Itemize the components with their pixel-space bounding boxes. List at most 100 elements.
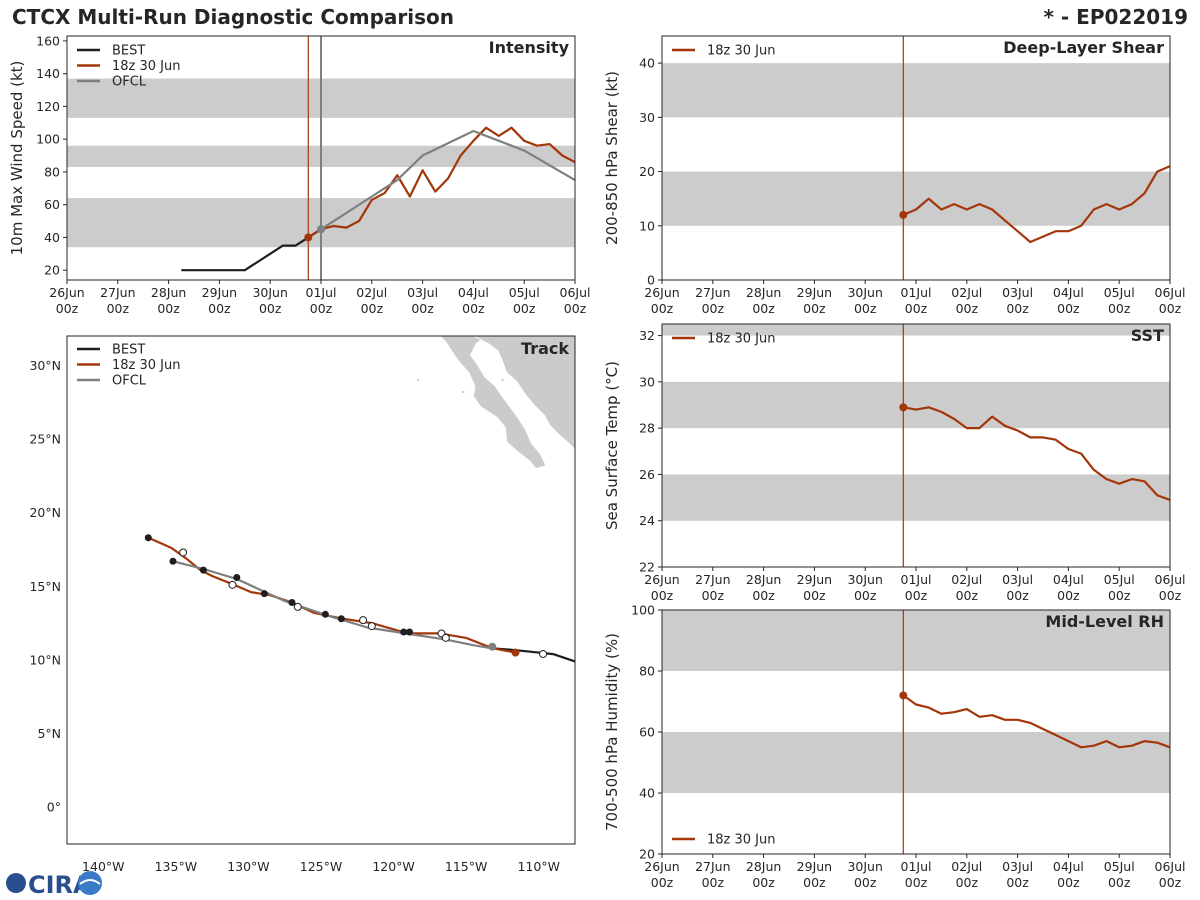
track-position-marker	[539, 650, 548, 659]
sst-xtick-hour-label: 00z	[1057, 588, 1080, 603]
rh-xtick-day-label: 02Jul	[951, 859, 982, 874]
sst-ylabel: Sea Surface Temp (°C)	[603, 361, 621, 530]
sst-xtick-hour-label: 00z	[752, 588, 775, 603]
sst-threshold-band	[662, 381, 1170, 429]
figure-title: CTCX Multi-Run Diagnostic Comparison	[12, 5, 454, 29]
rh-ytick-label: 60	[639, 725, 655, 740]
rh-xtick-hour-label: 00z	[803, 875, 826, 890]
track-legend-label: OFCL	[112, 374, 147, 389]
rh-xtick-hour-label: 00z	[651, 875, 674, 890]
shear-xtick-day-label: 06Jul	[1155, 285, 1186, 300]
shear-xtick-day-label: 26Jun	[644, 285, 679, 300]
rh-xtick-hour-label: 00z	[956, 875, 979, 890]
track-position-marker	[199, 566, 207, 574]
rh-threshold-band	[662, 610, 1170, 671]
rh-xtick-day-label: 28Jun	[746, 859, 781, 874]
intensity-xtick-hour-label: 00z	[411, 301, 434, 316]
rh-ytick-label: 20	[639, 847, 655, 862]
sst-xtick-hour-label: 00z	[803, 588, 826, 603]
shear-xtick-hour-label: 00z	[803, 301, 826, 316]
track-legend-label: BEST	[112, 343, 145, 358]
sst-xtick-hour-label: 00z	[1108, 588, 1131, 603]
shear-xtick-hour-label: 00z	[1057, 301, 1080, 316]
intensity-ytick-label: 120	[36, 99, 60, 114]
baja-california-landmass	[439, 336, 547, 469]
track-lat-label: 10°N	[29, 652, 61, 667]
intensity-xtick-day-label: 04Jul	[458, 285, 489, 300]
intensity-xtick-day-label: 05Jul	[509, 285, 540, 300]
track-lon-label: 110°W	[517, 859, 559, 874]
chart-sst: 22242628303226Jun00z27Jun00z28Jun00z29Ju…	[603, 323, 1186, 603]
shear-start-marker	[899, 210, 908, 219]
shear-xtick-hour-label: 00z	[752, 301, 775, 316]
shear-xtick-hour-label: 00z	[702, 301, 725, 316]
rh-legend-label: 18z 30 Jun	[707, 833, 776, 848]
shear-xtick-hour-label: 00z	[854, 301, 877, 316]
rh-xtick-hour-label: 00z	[854, 875, 877, 890]
track-lat-label: 20°N	[29, 505, 61, 520]
track-legend-label: 18z 30 Jun	[112, 358, 181, 373]
track-18z-30-jun	[147, 536, 516, 654]
shear-xtick-day-label: 29Jun	[797, 285, 832, 300]
shear-series-18z-30-jun	[902, 165, 1171, 244]
track-position-marker	[406, 628, 414, 636]
sst-xtick-day-label: 27Jun	[695, 572, 730, 587]
intensity-ytick-label: 20	[44, 263, 60, 278]
cira-logo: CIRA	[6, 871, 102, 899]
shear-threshold-band	[662, 171, 1170, 226]
shear-ylabel: 200-850 hPa Shear (kt)	[603, 71, 621, 245]
shear-ytick-label: 40	[639, 56, 655, 71]
intensity-start-marker	[317, 225, 325, 234]
intensity-panel-title: Intensity	[489, 38, 570, 57]
rh-xtick-day-label: 30Jun	[847, 859, 882, 874]
intensity-xtick-day-label: 02Jul	[356, 285, 387, 300]
intensity-series-18z-30-jun	[307, 126, 576, 239]
shear-xtick-day-label: 03Jul	[1002, 285, 1033, 300]
rh-panel-title: Mid-Level RH	[1045, 612, 1164, 631]
track-position-marker	[367, 622, 376, 631]
track-position-marker	[288, 599, 296, 607]
intensity-ytick-label: 60	[44, 197, 60, 212]
intensity-legend-label: BEST	[112, 44, 145, 59]
intensity-xtick-day-label: 26Jun	[49, 285, 84, 300]
rh-xtick-day-label: 03Jul	[1002, 859, 1033, 874]
rh-ytick-label: 100	[631, 603, 655, 618]
sst-ytick-label: 22	[639, 560, 655, 575]
rh-ytick-label: 80	[639, 664, 655, 679]
mexico-mainland-landmass	[473, 336, 575, 450]
intensity-xtick-hour-label: 00z	[564, 301, 587, 316]
shear-ytick-label: 10	[639, 218, 655, 233]
rh-xtick-hour-label: 00z	[702, 875, 725, 890]
rh-ytick-label: 40	[639, 786, 655, 801]
track-map-area	[144, 336, 575, 663]
island	[501, 378, 504, 382]
shear-xtick-day-label: 30Jun	[847, 285, 882, 300]
shear-xtick-hour-label: 00z	[956, 301, 979, 316]
sst-xtick-day-label: 26Jun	[644, 572, 679, 587]
sst-xtick-day-label: 30Jun	[847, 572, 882, 587]
sst-xtick-hour-label: 00z	[956, 588, 979, 603]
sst-start-marker	[899, 403, 908, 412]
sst-xtick-hour-label: 00z	[905, 588, 928, 603]
track-position-marker	[233, 573, 241, 581]
rh-xtick-day-label: 26Jun	[644, 859, 679, 874]
shear-xtick-day-label: 28Jun	[746, 285, 781, 300]
rh-xtick-day-label: 05Jul	[1104, 859, 1135, 874]
intensity-xtick-day-label: 03Jul	[407, 285, 438, 300]
track-best	[490, 647, 575, 663]
track-position-marker	[260, 590, 268, 598]
island	[417, 378, 420, 382]
shear-xtick-hour-label: 00z	[1159, 301, 1182, 316]
shear-xtick-day-label: 01Jul	[901, 285, 932, 300]
intensity-legend-label: 18z 30 Jun	[112, 59, 181, 74]
intensity-ytick-label: 160	[36, 33, 60, 48]
track-axes-frame	[66, 335, 576, 845]
intensity-xtick-hour-label: 00z	[513, 301, 536, 316]
shear-xtick-day-label: 05Jul	[1104, 285, 1135, 300]
intensity-xtick-hour-label: 00z	[361, 301, 384, 316]
sst-axes-frame	[661, 323, 1171, 568]
track-position-marker	[169, 557, 177, 565]
shear-xtick-hour-label: 00z	[905, 301, 928, 316]
intensity-xtick-hour-label: 00z	[208, 301, 231, 316]
